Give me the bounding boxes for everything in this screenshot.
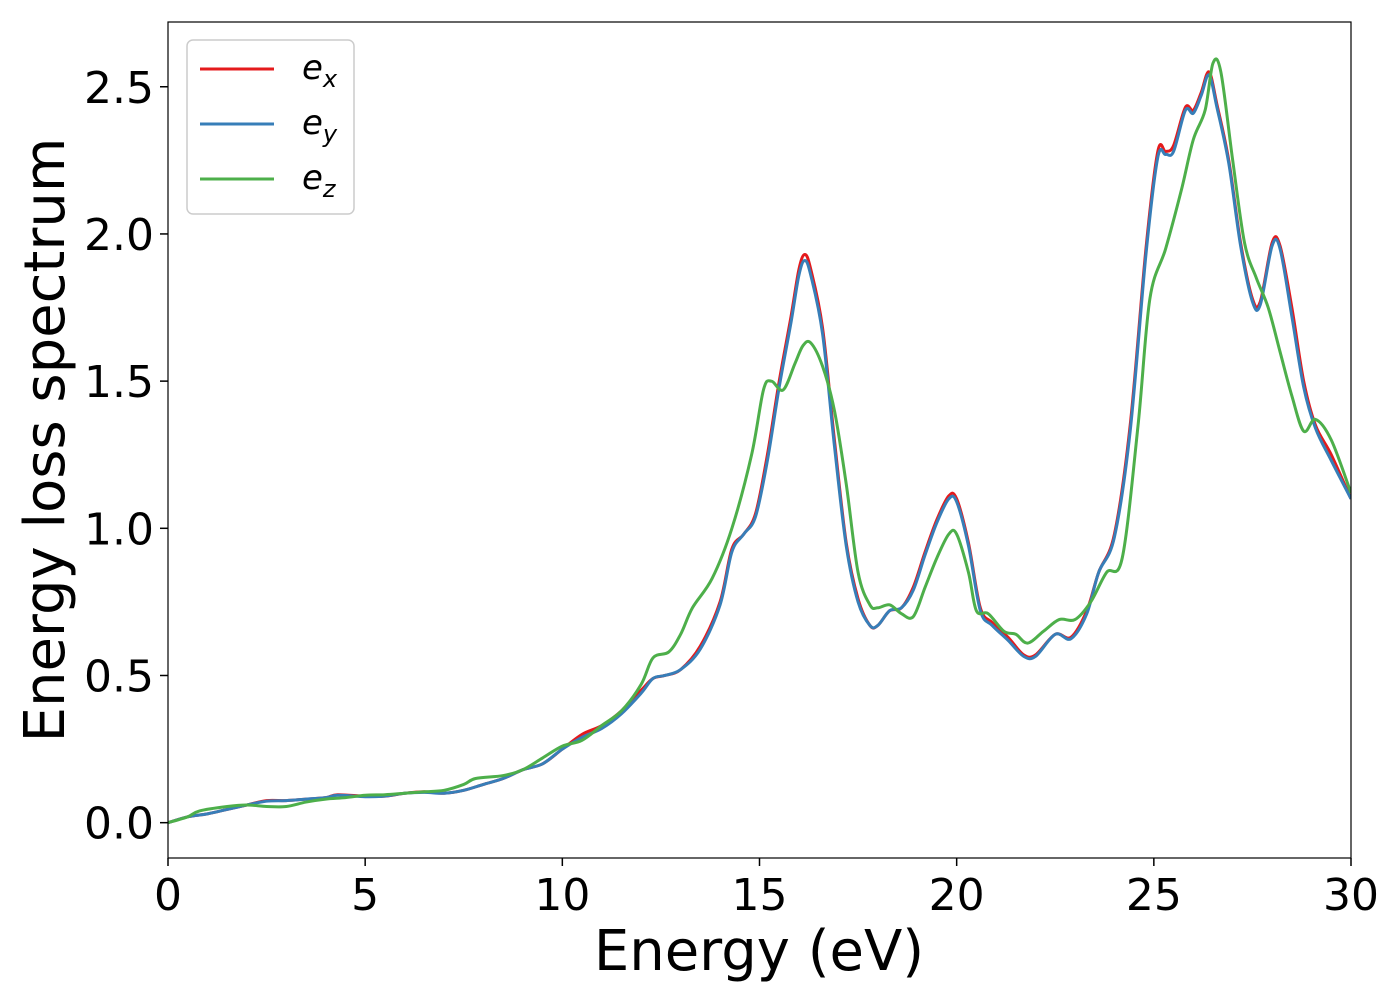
y-tick-label: 0.0 (84, 799, 154, 850)
y-axis: 0.0 0.5 1.0 1.5 2.0 2.5 (84, 63, 168, 850)
x-axis: 0 5 10 15 20 25 30 (154, 858, 1379, 921)
x-axis-title: Energy (eV) (594, 919, 924, 984)
x-tick-label: 25 (1126, 870, 1182, 921)
x-tick-label: 15 (732, 870, 788, 921)
x-tick-label: 20 (929, 870, 985, 921)
legend-label-e-x: ex (302, 48, 338, 93)
legend: ex ey ez (186, 39, 355, 215)
y-tick-label: 1.5 (84, 357, 154, 408)
x-tick-label: 0 (154, 870, 182, 921)
y-tick-label: 0.5 (84, 651, 154, 702)
series-line-e-z (168, 57, 1351, 825)
legend-label-e-z: ez (302, 158, 337, 203)
y-tick-label: 1.0 (84, 504, 154, 555)
series-line-e-y (168, 73, 1351, 825)
x-tick-label: 30 (1323, 870, 1379, 921)
y-tick-label: 2.0 (84, 210, 154, 261)
y-tick-label: 2.5 (84, 63, 154, 114)
plot-background (168, 22, 1351, 858)
series-layer (168, 57, 1351, 825)
x-tick-label: 10 (534, 870, 590, 921)
legend-label-e-y: ey (302, 103, 338, 148)
x-tick-label: 5 (351, 870, 379, 921)
y-axis-title: Energy loss spectrum (13, 138, 78, 743)
legend-box (186, 39, 355, 215)
